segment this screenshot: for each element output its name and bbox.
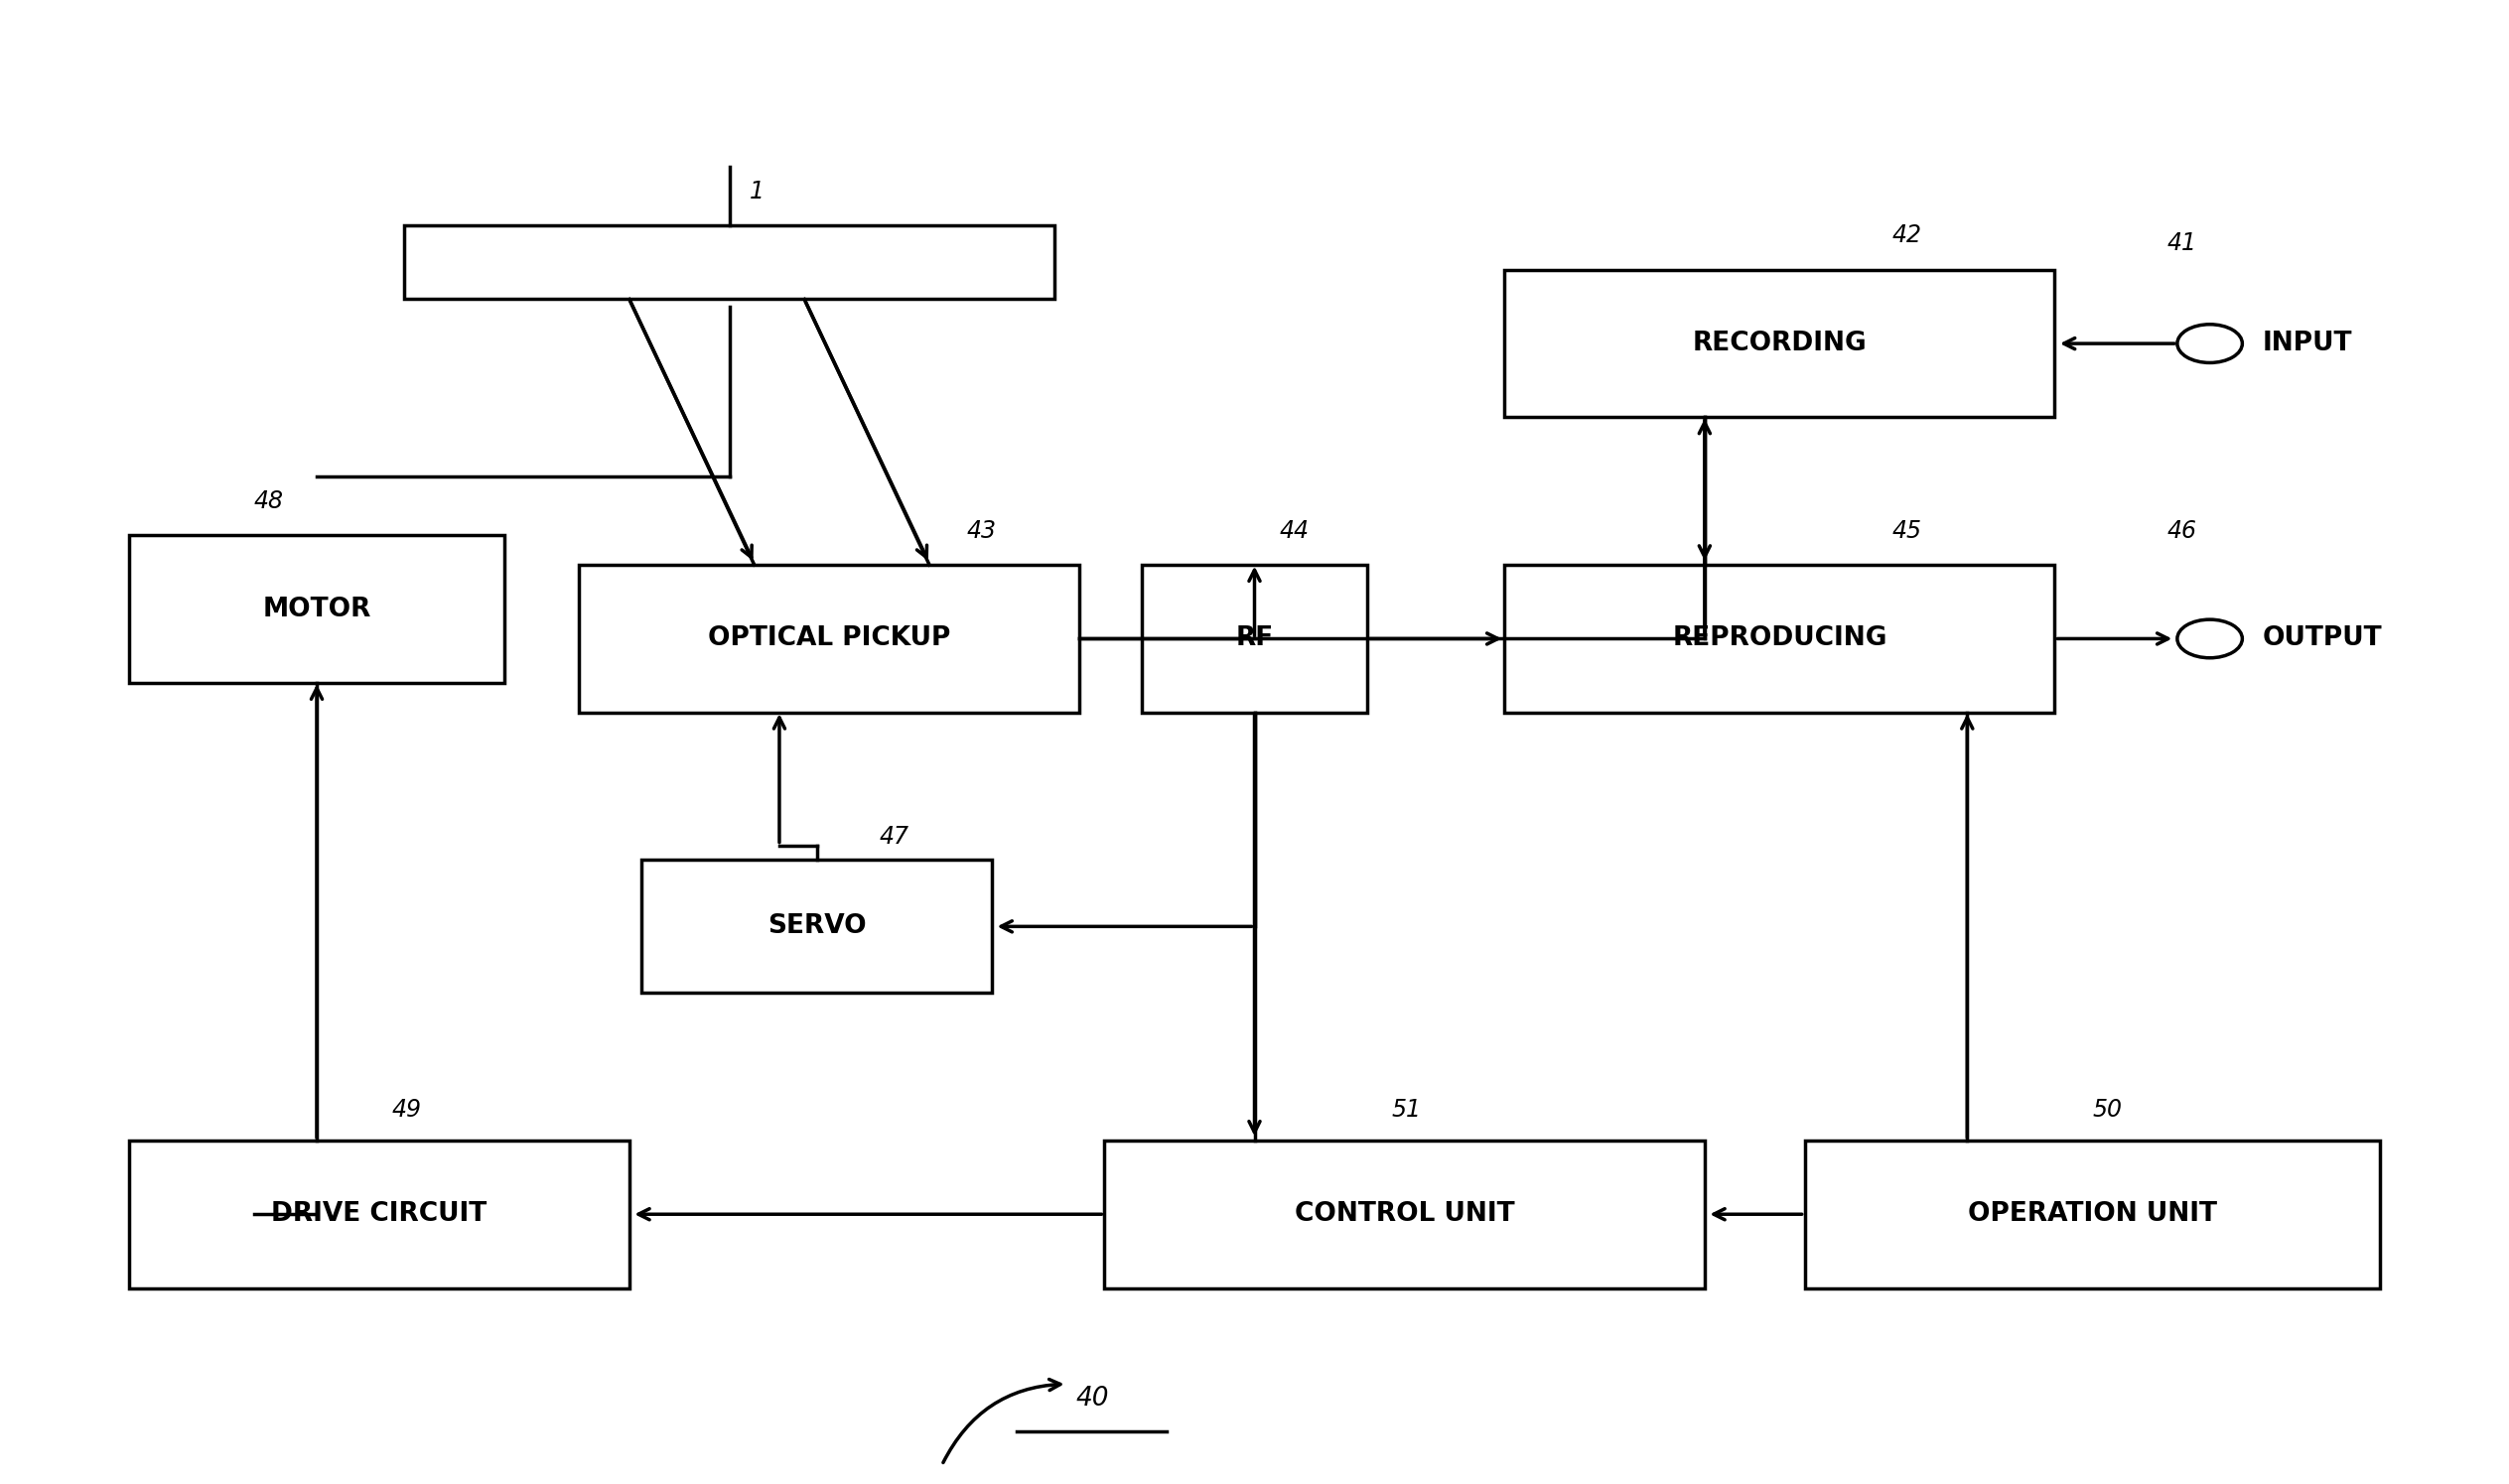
Bar (580, 565, 1079, 712)
Text: OUTPUT: OUTPUT (2263, 626, 2381, 651)
Bar (642, 861, 991, 993)
Text: RF: RF (1234, 626, 1275, 651)
Text: 44: 44 (1280, 519, 1310, 543)
Bar (1104, 1140, 1704, 1288)
Bar (128, 536, 504, 683)
Text: CONTROL UNIT: CONTROL UNIT (1295, 1202, 1515, 1227)
Text: 1: 1 (750, 180, 765, 203)
Text: SERVO: SERVO (768, 914, 866, 939)
Bar (1142, 565, 1367, 712)
Text: REPRODUCING: REPRODUCING (1671, 626, 1887, 651)
Text: OPTICAL PICKUP: OPTICAL PICKUP (708, 626, 951, 651)
Text: INPUT: INPUT (2263, 331, 2351, 356)
Text: 47: 47 (878, 825, 908, 849)
Bar (404, 226, 1054, 300)
Bar (1804, 1140, 2381, 1288)
Text: 43: 43 (966, 519, 996, 543)
Bar (128, 1140, 630, 1288)
Text: DRIVE CIRCUIT: DRIVE CIRCUIT (271, 1202, 487, 1227)
Text: 41: 41 (2168, 232, 2198, 255)
Text: 42: 42 (1892, 224, 1922, 248)
Text: 50: 50 (2093, 1098, 2123, 1122)
Text: 45: 45 (1892, 519, 1922, 543)
Text: RECORDING: RECORDING (1694, 331, 1867, 356)
Bar (1505, 270, 2055, 417)
Text: 40: 40 (1076, 1386, 1109, 1411)
Text: MOTOR: MOTOR (263, 597, 371, 622)
Text: OPERATION UNIT: OPERATION UNIT (1967, 1202, 2218, 1227)
Text: 49: 49 (391, 1098, 422, 1122)
Bar (1505, 565, 2055, 712)
Text: 48: 48 (253, 490, 284, 513)
Text: 51: 51 (1392, 1098, 1423, 1122)
Text: 46: 46 (2168, 519, 2198, 543)
